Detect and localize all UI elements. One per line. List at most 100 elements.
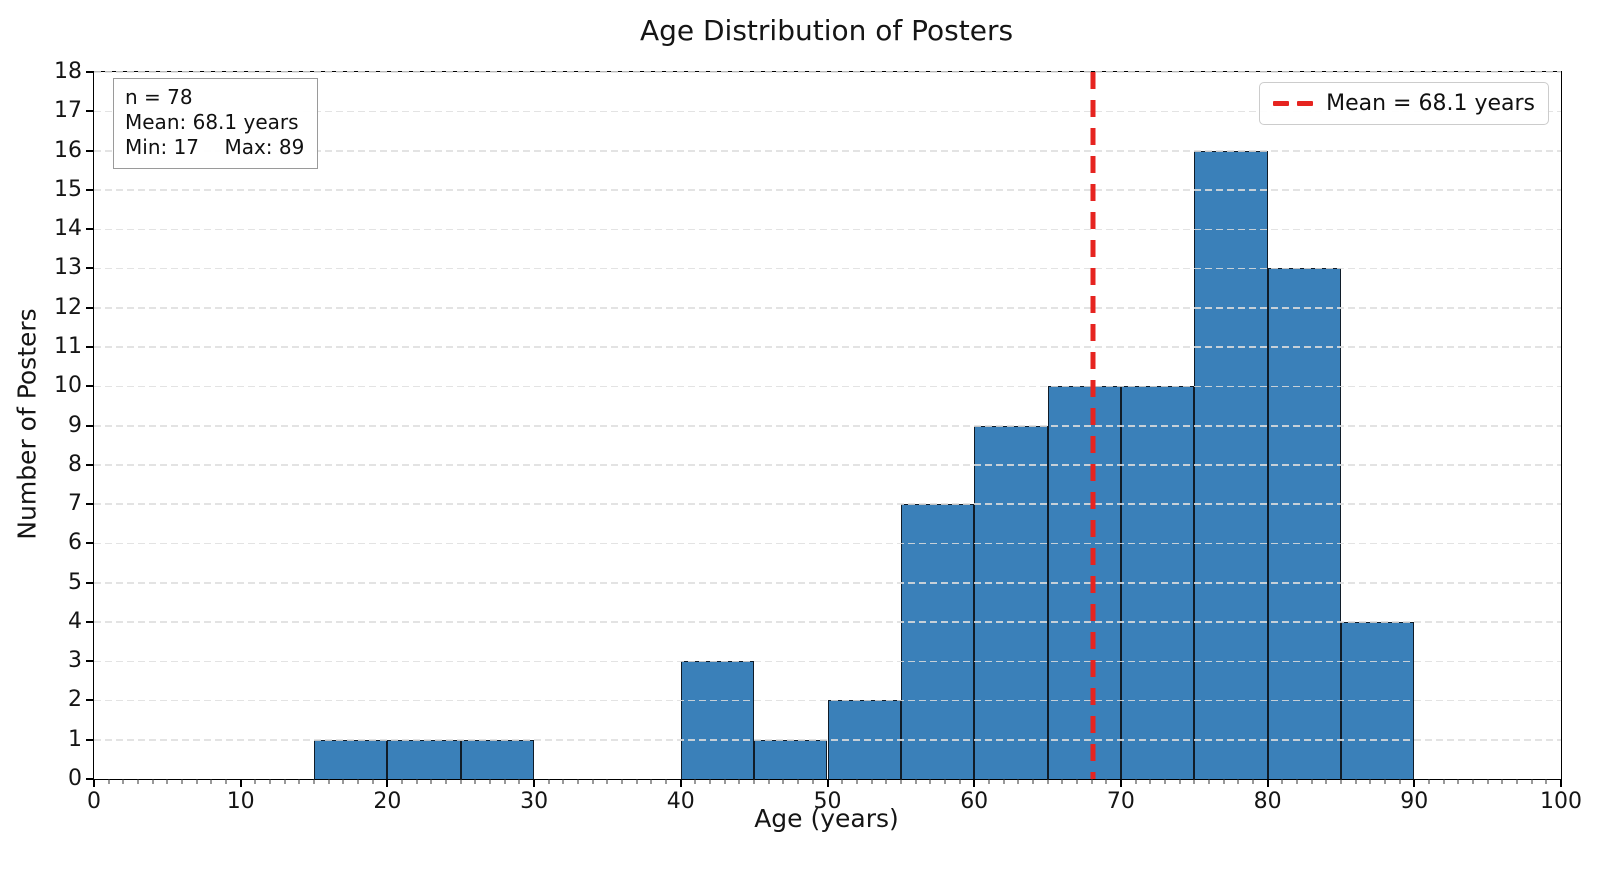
x-minor-tick: [181, 779, 183, 784]
x-minor-tick: [1487, 779, 1489, 784]
y-tick-label: 15: [54, 176, 82, 202]
x-minor-tick: [152, 779, 154, 784]
y-tick-label: 11: [54, 333, 82, 359]
y-tick-label: 18: [54, 59, 82, 84]
y-tick: [86, 660, 94, 663]
y-tick-label: 0: [68, 766, 82, 791]
x-major-tick: [1266, 779, 1269, 787]
x-minor-tick: [1428, 779, 1430, 784]
y-gridline: [94, 464, 1561, 466]
x-minor-tick: [518, 779, 520, 784]
x-minor-tick: [1193, 779, 1195, 784]
histogram-bar: [1194, 150, 1268, 779]
y-gridline: [94, 307, 1561, 309]
x-minor-tick: [416, 779, 418, 784]
x-minor-tick: [1047, 779, 1049, 784]
histogram-bar: [900, 504, 975, 779]
x-minor-tick: [342, 779, 344, 784]
y-gridline: [94, 582, 1561, 584]
x-minor-tick: [1105, 779, 1107, 784]
legend: Mean = 68.1 years: [1259, 82, 1549, 125]
y-tick-label: 6: [68, 530, 82, 556]
x-minor-tick: [548, 779, 550, 784]
x-minor-tick: [1281, 779, 1283, 784]
x-minor-tick: [1384, 779, 1386, 784]
x-minor-tick: [592, 779, 594, 784]
x-minor-tick: [1003, 779, 1005, 784]
x-major-tick: [386, 779, 389, 787]
y-gridline: [94, 267, 1561, 270]
x-minor-tick: [1296, 779, 1298, 784]
x-major-tick: [973, 779, 976, 787]
x-minor-tick: [1017, 779, 1019, 784]
x-minor-tick: [1252, 779, 1254, 784]
x-minor-tick: [298, 779, 300, 784]
x-minor-tick: [1076, 779, 1078, 784]
x-minor-tick: [372, 779, 374, 784]
x-major-tick: [239, 779, 242, 787]
x-tick-label: 10: [226, 789, 255, 814]
x-minor-tick: [137, 779, 139, 784]
x-minor-tick: [122, 779, 124, 784]
x-minor-tick: [357, 779, 359, 784]
x-axis-label: Age (years): [754, 804, 899, 833]
red-dashed-line-icon: [1273, 101, 1314, 106]
y-tick-label: 10: [54, 373, 82, 399]
x-minor-tick: [1325, 779, 1327, 784]
x-minor-tick: [460, 779, 462, 784]
y-tick: [86, 71, 94, 73]
x-minor-tick: [1179, 779, 1181, 784]
histogram-bar: [754, 739, 828, 779]
x-minor-tick: [430, 779, 432, 784]
x-major-tick: [1119, 779, 1122, 787]
x-minor-tick: [1501, 779, 1503, 784]
x-minor-tick: [445, 779, 447, 784]
x-tick-label: 20: [373, 789, 402, 814]
y-tick: [86, 306, 94, 309]
x-minor-tick: [225, 779, 227, 784]
x-minor-tick: [1369, 779, 1371, 784]
x-minor-tick: [210, 779, 212, 784]
x-minor-tick: [254, 779, 256, 784]
x-minor-tick: [768, 779, 770, 784]
x-minor-tick: [959, 779, 961, 784]
x-minor-tick: [665, 779, 667, 784]
x-minor-tick: [489, 779, 491, 784]
y-tick: [86, 699, 94, 702]
histogram-bar: [1267, 268, 1341, 779]
x-minor-tick: [1516, 779, 1518, 784]
y-tick: [86, 267, 94, 270]
x-minor-tick: [284, 779, 286, 784]
x-minor-tick: [606, 779, 608, 784]
x-tick-label: 50: [813, 789, 842, 814]
x-minor-tick: [1091, 779, 1093, 784]
x-tick-label: 60: [960, 789, 989, 814]
y-gridline: [94, 542, 1561, 545]
x-minor-tick: [504, 779, 506, 784]
x-minor-tick: [782, 779, 784, 784]
x-minor-tick: [944, 779, 946, 784]
y-tick-label: 7: [68, 491, 82, 517]
stats-line-min-max: Min: 17 Max: 89: [125, 135, 305, 159]
y-gridline: [94, 71, 1561, 73]
y-tick: [86, 424, 94, 427]
mean-line: [1090, 72, 1096, 779]
x-minor-tick: [900, 779, 902, 784]
x-minor-tick: [401, 779, 403, 784]
x-minor-tick: [621, 779, 623, 784]
y-tick: [86, 149, 94, 152]
x-minor-tick: [738, 779, 740, 784]
x-minor-tick: [724, 779, 726, 784]
x-minor-tick: [636, 779, 638, 784]
x-minor-tick: [1208, 779, 1210, 784]
histogram-bar: [460, 739, 535, 779]
y-tick-label: 4: [68, 608, 82, 634]
y-tick: [86, 385, 94, 388]
y-tick: [86, 778, 94, 780]
legend-label: Mean = 68.1 years: [1326, 91, 1535, 116]
x-minor-tick: [1164, 779, 1166, 784]
y-tick: [86, 188, 94, 191]
x-minor-tick: [1545, 779, 1547, 784]
x-minor-tick: [1149, 779, 1151, 784]
